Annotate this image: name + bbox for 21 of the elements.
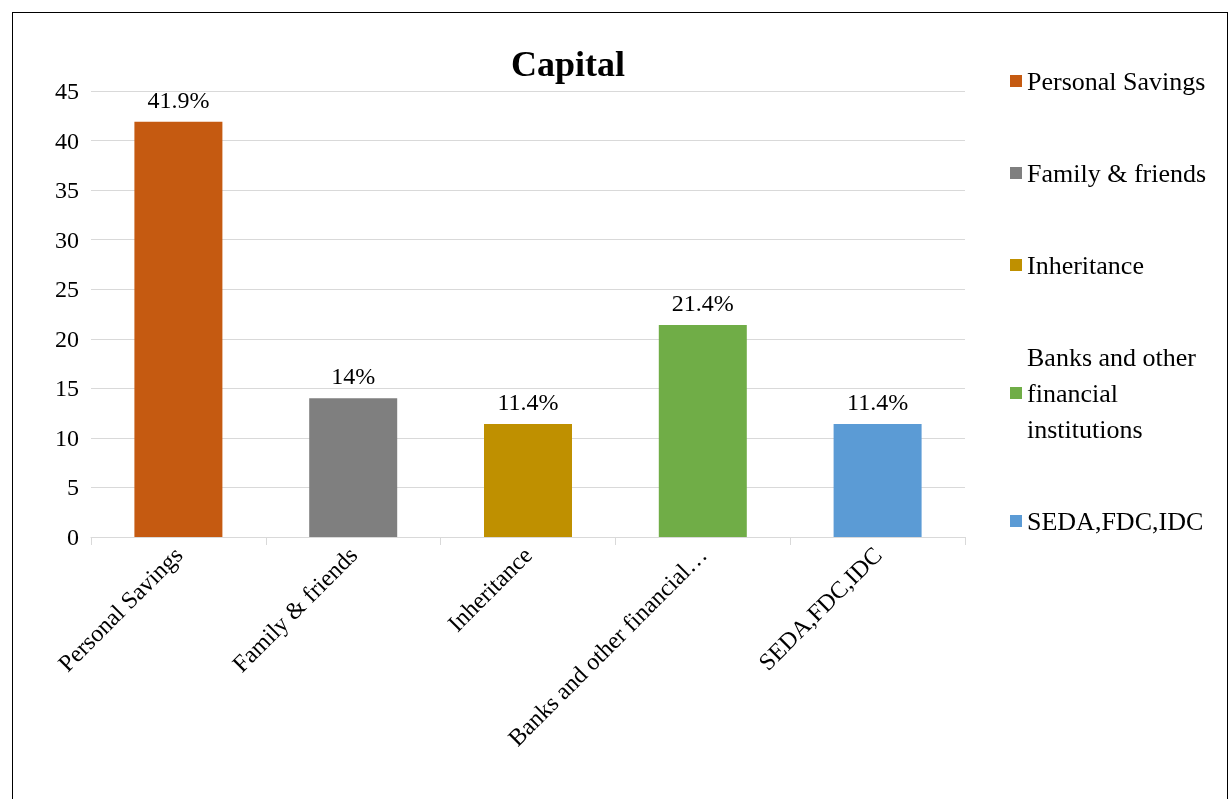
chart-title: Capital	[510, 44, 626, 84]
legend-label: SEDA,FDC,IDC	[1027, 506, 1204, 536]
y-tick-label: 15	[55, 375, 79, 402]
y-tick-label: 35	[55, 177, 79, 204]
y-tick-label: 10	[55, 424, 79, 451]
data-label: 21.4%	[671, 289, 734, 316]
y-tick-label: 5	[67, 474, 79, 501]
y-tick-label: 20	[55, 325, 79, 352]
y-tick-label: 45	[55, 78, 79, 104]
legend-label: Banks and other financial institutions	[1027, 342, 1203, 444]
legend-label: Inheritance	[1027, 250, 1144, 280]
data-label: 11.4%	[497, 389, 559, 416]
y-tick-label: 25	[55, 276, 79, 303]
data-label: 14%	[331, 363, 376, 390]
legend-label: Personal Savings	[1027, 66, 1206, 96]
y-tick-label: 30	[55, 226, 79, 253]
y-tick-label: 40	[55, 127, 79, 154]
data-label: 41.9%	[147, 86, 210, 113]
y-tick-label: 0	[67, 524, 79, 550]
data-label: 11.4%	[847, 389, 909, 416]
legend-label: Family & friends	[1027, 158, 1207, 188]
